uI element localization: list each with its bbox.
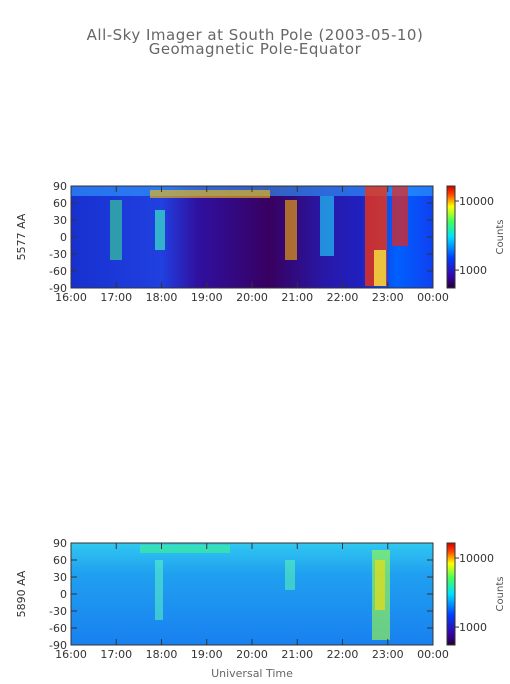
x-tick-label: 23:00 [372,648,404,661]
y-tick-label: 90 [53,537,67,550]
x-tick-label: 22:00 [327,648,359,661]
x-axis-label: Universal Time [211,667,293,680]
x-tick-label: 19:00 [191,648,223,661]
colorbar-tick-label: 10000 [459,552,494,565]
y-axis-label: 5890 AA [15,570,28,617]
x-tick-label: 18:00 [146,648,178,661]
x-tick-label: 21:00 [281,648,313,661]
y-tick-label: -90 [49,639,67,652]
y-tick-label: 0 [60,231,67,244]
y-tick-label: -30 [49,248,67,261]
y-tick-label: -90 [49,282,67,295]
x-tick-label: 19:00 [191,291,223,304]
colorbar-label: Counts [495,577,506,612]
x-tick-label: 00:00 [417,291,449,304]
x-tick-label: 18:00 [146,291,178,304]
y-tick-label: 0 [60,588,67,601]
title-line: All-Sky Imager at South Pole (2003-05-10… [87,26,424,44]
colorbar-tick-label: 10000 [459,195,494,208]
x-tick-label: 22:00 [327,291,359,304]
x-tick-label: 00:00 [417,648,449,661]
x-tick-label: 16:00 [55,291,87,304]
heatmap-image [71,186,433,645]
y-tick-label: 90 [53,180,67,193]
x-tick-label: 20:00 [236,648,268,661]
colorbar-tick-label: 1000 [459,621,487,634]
y-tick-label: 60 [53,197,67,210]
x-tick-label: 21:00 [281,291,313,304]
y-tick-label: 30 [53,214,67,227]
y-tick-label: -60 [49,622,67,635]
colorbar [446,542,456,646]
x-tick-label: 20:00 [236,291,268,304]
x-tick-label: 17:00 [100,648,132,661]
x-tick-label: 16:00 [55,648,87,661]
y-tick-label: 60 [53,554,67,567]
y-tick-label: -30 [49,605,67,618]
colorbar-tick-label: 1000 [459,264,487,277]
x-tick-label: 23:00 [372,291,404,304]
x-tick-label: 17:00 [100,291,132,304]
colorbar [446,185,456,289]
y-tick-label: 30 [53,571,67,584]
y-tick-label: -60 [49,265,67,278]
title-line: Geomagnetic Pole-Equator [149,40,362,58]
y-axis-label: 5577 AA [15,213,28,260]
colorbar-label: Counts [495,220,506,255]
